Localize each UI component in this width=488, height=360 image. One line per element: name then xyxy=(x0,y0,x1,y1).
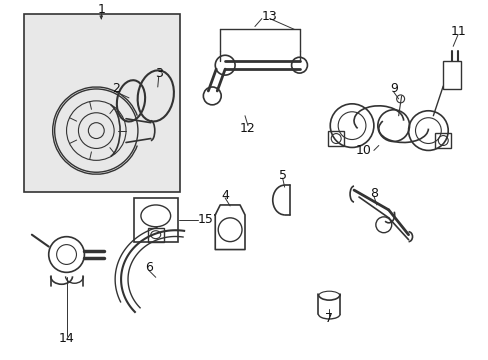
Text: 12: 12 xyxy=(240,122,255,135)
Text: 13: 13 xyxy=(262,10,277,23)
Text: 4: 4 xyxy=(221,189,229,202)
Text: 2: 2 xyxy=(112,82,120,95)
Text: 1: 1 xyxy=(97,3,105,16)
Bar xyxy=(434,132,450,148)
Text: 5: 5 xyxy=(278,169,286,182)
Bar xyxy=(24,14,179,192)
Bar xyxy=(442,61,460,89)
Bar xyxy=(327,131,344,147)
Text: 7: 7 xyxy=(325,312,333,325)
Text: 11: 11 xyxy=(449,25,465,38)
Text: 10: 10 xyxy=(355,144,371,157)
Text: 15: 15 xyxy=(197,213,213,226)
Bar xyxy=(147,228,163,242)
Text: 14: 14 xyxy=(59,332,74,345)
Text: 3: 3 xyxy=(155,67,163,80)
Bar xyxy=(134,198,177,242)
Text: 8: 8 xyxy=(369,186,377,199)
Text: 6: 6 xyxy=(144,261,152,274)
Text: 9: 9 xyxy=(389,82,397,95)
